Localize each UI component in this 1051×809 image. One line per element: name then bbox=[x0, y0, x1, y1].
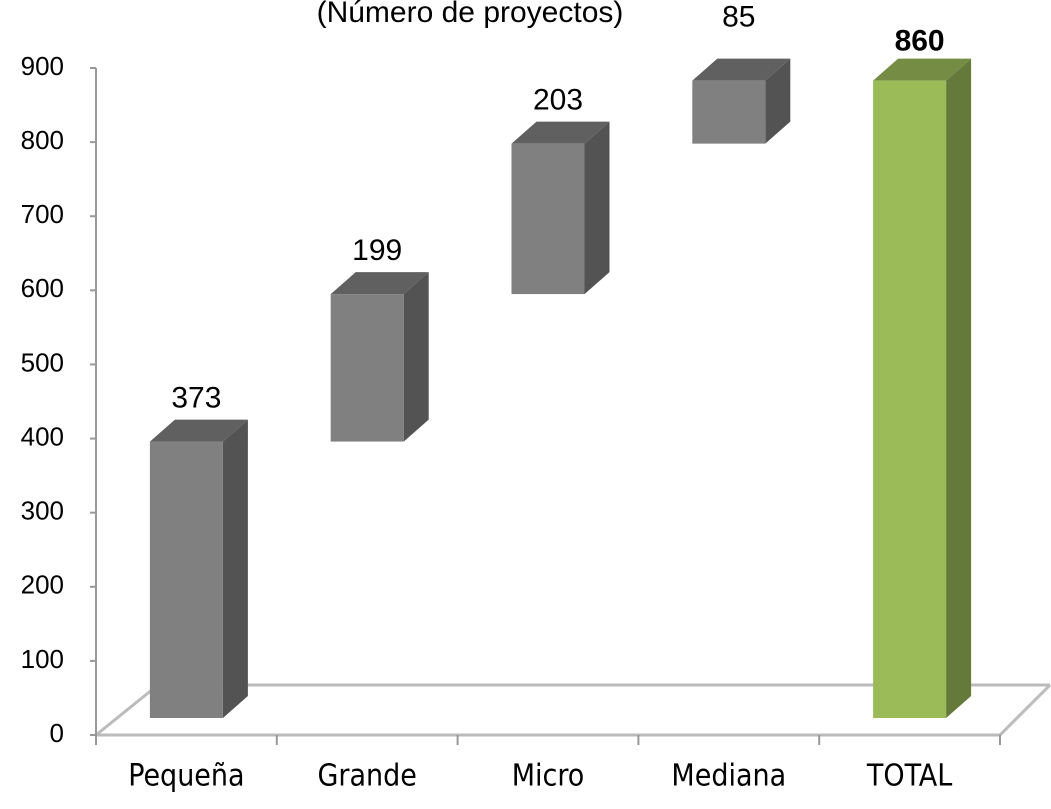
data-label: 373 bbox=[171, 381, 221, 414]
y-tick-label: 700 bbox=[21, 199, 64, 229]
x-tick-label: TOTAL bbox=[866, 759, 952, 794]
x-tick-label: Grande bbox=[317, 759, 416, 794]
y-tick-label: 600 bbox=[21, 273, 64, 303]
bar-side bbox=[222, 419, 248, 718]
y-tick-label: 900 bbox=[21, 51, 64, 81]
bar bbox=[330, 294, 404, 442]
y-tick-label: 300 bbox=[21, 496, 64, 526]
bar-top bbox=[692, 58, 791, 81]
bar-side bbox=[403, 272, 429, 442]
bar-top bbox=[511, 121, 610, 144]
y-tick-label: 200 bbox=[21, 570, 64, 600]
y-tick-label: 400 bbox=[21, 421, 64, 451]
y-tick-label: 800 bbox=[21, 125, 64, 155]
y-tick-label: 500 bbox=[21, 347, 64, 377]
x-tick-label: Pequeña bbox=[128, 759, 244, 794]
data-label: 860 bbox=[895, 25, 945, 58]
x-tick-label: Micro bbox=[512, 759, 585, 794]
bar-top bbox=[873, 58, 972, 81]
bar-top bbox=[149, 419, 248, 442]
bar bbox=[873, 80, 947, 718]
chart-title: (Número de proyectos) bbox=[317, 0, 624, 29]
data-label: 85 bbox=[722, 1, 755, 34]
bar-side bbox=[584, 121, 610, 295]
y-tick-label: 100 bbox=[21, 644, 64, 674]
y-tick-label: 0 bbox=[50, 718, 64, 748]
bar-top bbox=[330, 272, 429, 295]
data-label: 199 bbox=[352, 234, 402, 267]
x-tick-label: Mediana bbox=[671, 759, 786, 794]
bar bbox=[511, 143, 585, 295]
bar bbox=[692, 80, 766, 144]
data-label: 203 bbox=[533, 84, 583, 117]
bar-side bbox=[765, 58, 791, 144]
bar-side bbox=[946, 58, 972, 718]
bar bbox=[149, 441, 223, 718]
